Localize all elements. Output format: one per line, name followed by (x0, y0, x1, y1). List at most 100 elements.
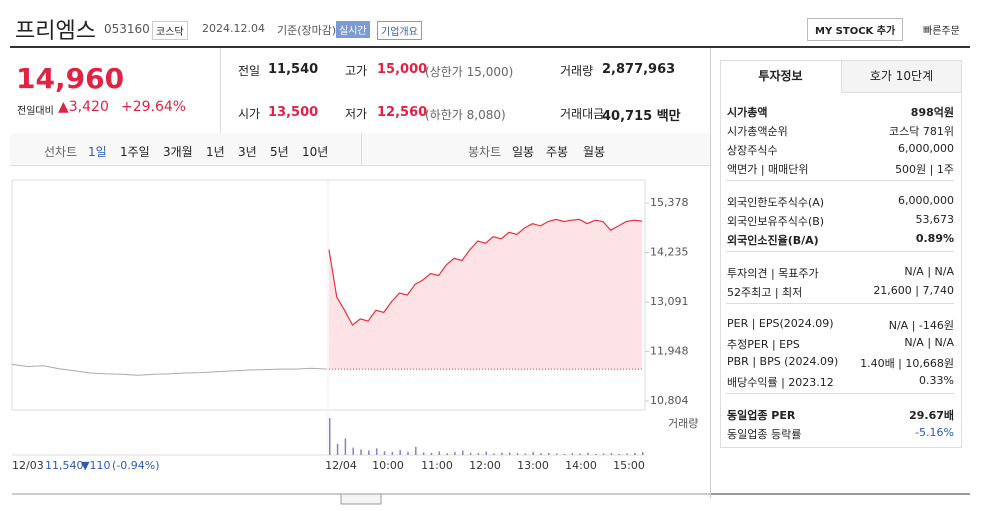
y-tick-label: 13,091 (650, 295, 689, 308)
x-tick-label: 11:00 (421, 459, 453, 472)
divider (361, 133, 362, 165)
volume-bar (595, 453, 597, 455)
collapse-button (340, 493, 382, 505)
volume-bar (610, 453, 613, 455)
tab[interactable]: 일봉 (512, 145, 535, 159)
change-label: 전일대비 (17, 106, 54, 117)
volume-bar (579, 453, 581, 455)
prev-rate: (-0.94%) (112, 459, 160, 472)
info-label: PER | EPS(2024.09) (727, 317, 834, 330)
separator (726, 180, 954, 181)
info-value: 21,600 | 7,740 (873, 284, 954, 297)
date: 2024.12.04 (202, 22, 265, 35)
info-value: N/A | N/A (904, 265, 954, 278)
volume-bar (501, 452, 503, 455)
info-label: 외국인보유주식수(B) (727, 215, 825, 228)
volume-bar (399, 449, 401, 455)
volume-bar (548, 452, 550, 455)
info-value: 6,000,000 (898, 194, 954, 207)
tab[interactable]: 월봉 (583, 145, 606, 159)
y-tick-label: 10,804 (650, 394, 689, 407)
info-label: 동일업종 등락률 (727, 428, 802, 441)
stat-value: 11,540 (268, 62, 319, 77)
volume-bar (642, 452, 644, 455)
volume-bar (477, 453, 480, 455)
volume-bar (329, 418, 331, 455)
company-info[interactable]: 기업개요 (377, 21, 422, 40)
volume-bar (602, 453, 605, 455)
info-value: N/A | -146원 (888, 319, 954, 332)
tab[interactable]: 1년 (206, 145, 225, 159)
my-stock-button[interactable]: MY STOCK 추가 (807, 18, 904, 41)
info-label: 시가총액 (727, 106, 768, 119)
divider (220, 48, 221, 133)
tab[interactable]: 1주일 (120, 145, 150, 159)
volume-bar (462, 450, 464, 455)
divider (710, 48, 711, 498)
panel-tab[interactable]: 투자정보 (758, 69, 803, 83)
volume-bar (383, 451, 386, 455)
volume-bar (532, 452, 534, 455)
volume-bar (336, 443, 339, 455)
prev-change: ▼110 (81, 459, 110, 472)
volume-bar (438, 451, 441, 455)
market: 코스닥 (152, 21, 188, 40)
separator (726, 251, 954, 252)
x-tick-label: 15:00 (613, 459, 645, 472)
volume-bar (508, 452, 511, 455)
info-value: -5.16% (915, 426, 954, 439)
tab[interactable]: 3년 (238, 145, 257, 159)
info-label: 액면가 | 매매단위 (727, 163, 809, 176)
stat-value: 2,877,963 (602, 62, 676, 77)
tab[interactable]: 3개월 (163, 145, 193, 159)
panel-tab[interactable]: 호가 10단계 (841, 61, 961, 93)
stock-code: 053160 (104, 22, 150, 36)
info-value: 500원 | 1주 (895, 163, 954, 176)
tab-label: 선차트 (44, 145, 78, 159)
prev-date: 12/03 (12, 459, 44, 472)
price: 14,960 (16, 62, 125, 95)
tab[interactable]: 주봉 (546, 145, 569, 159)
info-label: 추정PER | EPS (727, 338, 800, 351)
volume-bar (368, 450, 370, 455)
volume-bar (524, 453, 527, 455)
header-rule (10, 46, 970, 48)
stat-value: 13,500 (268, 105, 319, 120)
separator (726, 303, 954, 304)
stat-value: 12,560 (377, 105, 428, 120)
volume-bar (360, 449, 362, 455)
tab[interactable]: 1일 (88, 145, 107, 159)
tab[interactable]: 10년 (302, 145, 329, 159)
volume-bar (352, 447, 354, 455)
volume-bar (493, 453, 495, 455)
info-label: 배당수익률 | 2023.12 (727, 376, 834, 389)
info-label: PBR | BPS (2024.09) (727, 355, 839, 368)
quick-order[interactable]: 빠른주문 (923, 26, 960, 37)
info-label: 투자의견 | 목표주가 (727, 267, 819, 280)
volume-bar (555, 453, 558, 455)
price-line (328, 218, 643, 326)
info-value: 53,673 (915, 213, 955, 226)
volume-bar (446, 453, 448, 455)
tab[interactable]: 5년 (270, 145, 289, 159)
area (329, 219, 642, 370)
info-label: 외국인한도주식수(A) (727, 196, 825, 209)
info-label: 상장주식수 (727, 144, 778, 157)
change-rate: +29.64% (121, 99, 187, 115)
info-value: 29.67배 (909, 409, 954, 422)
volume-bar (454, 452, 456, 455)
volume-bar (344, 438, 347, 455)
change: ▲3,420 (58, 99, 109, 115)
info-value: 0.89% (915, 232, 954, 245)
y-tick-label: 11,948 (650, 344, 689, 357)
x-tick-label: 12:00 (469, 459, 501, 472)
stat-label: 전일 (238, 64, 261, 78)
stat-label: 저가 (345, 107, 368, 121)
stat-label: 시가 (238, 107, 261, 121)
info-value: 코스닥 781위 (889, 125, 954, 138)
info-value: 0.33% (919, 374, 954, 387)
volume-bar (485, 451, 487, 455)
info-label: 동일업종 PER (727, 409, 796, 422)
volume-bar (571, 453, 574, 455)
